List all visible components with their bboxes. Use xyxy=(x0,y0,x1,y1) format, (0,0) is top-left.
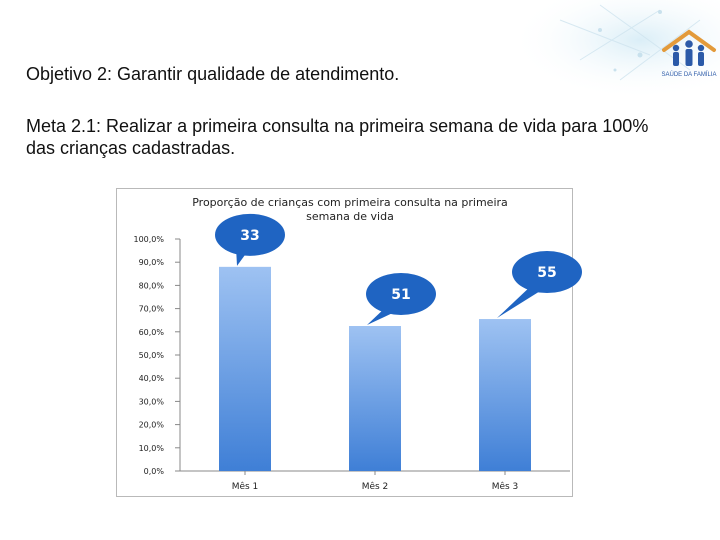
bar xyxy=(349,326,401,471)
y-tick-label: 40,0% xyxy=(139,374,165,383)
callout-bubble: 55 xyxy=(497,251,582,319)
y-tick-label: 20,0% xyxy=(139,421,165,430)
callout-bubble: 33 xyxy=(215,213,285,266)
callout-shape xyxy=(512,251,582,294)
y-tick-label: 50,0% xyxy=(139,351,165,360)
objective-text: Objetivo 2: Garantir qualidade de atendi… xyxy=(26,64,400,84)
saude-da-familia-logo: SAÚDE DA FAMÍLIA xyxy=(660,28,718,80)
y-tick-label: 90,0% xyxy=(139,258,165,267)
y-tick-label: 70,0% xyxy=(139,305,165,314)
callout-label: 51 xyxy=(391,287,410,303)
callout-label: 55 xyxy=(537,265,556,281)
y-tick-label: 80,0% xyxy=(139,281,165,290)
y-tick-label: 100,0% xyxy=(133,235,164,244)
callout-bubble: 51 xyxy=(366,273,436,325)
y-tick-label: 0,0% xyxy=(144,467,165,476)
x-tick-label: Mês 3 xyxy=(492,481,519,492)
x-tick-label: Mês 1 xyxy=(232,481,259,492)
logo-caption: SAÚDE DA FAMÍLIA xyxy=(661,71,716,78)
callout-label: 33 xyxy=(240,228,259,244)
callout-tail xyxy=(497,284,545,319)
x-tick-label: Mês 2 xyxy=(362,481,389,492)
goal-text: Meta 2.1: Realizar a primeira consulta n… xyxy=(26,116,649,158)
callout-shape xyxy=(215,213,285,256)
y-tick-label: 60,0% xyxy=(139,328,165,337)
y-tick-label: 10,0% xyxy=(139,444,165,453)
y-tick-label: 30,0% xyxy=(139,397,165,406)
callout-shape xyxy=(366,273,436,315)
chart-title: Proporção de crianças com primeira consu… xyxy=(192,196,508,223)
bar xyxy=(479,319,531,471)
bar xyxy=(219,266,271,471)
